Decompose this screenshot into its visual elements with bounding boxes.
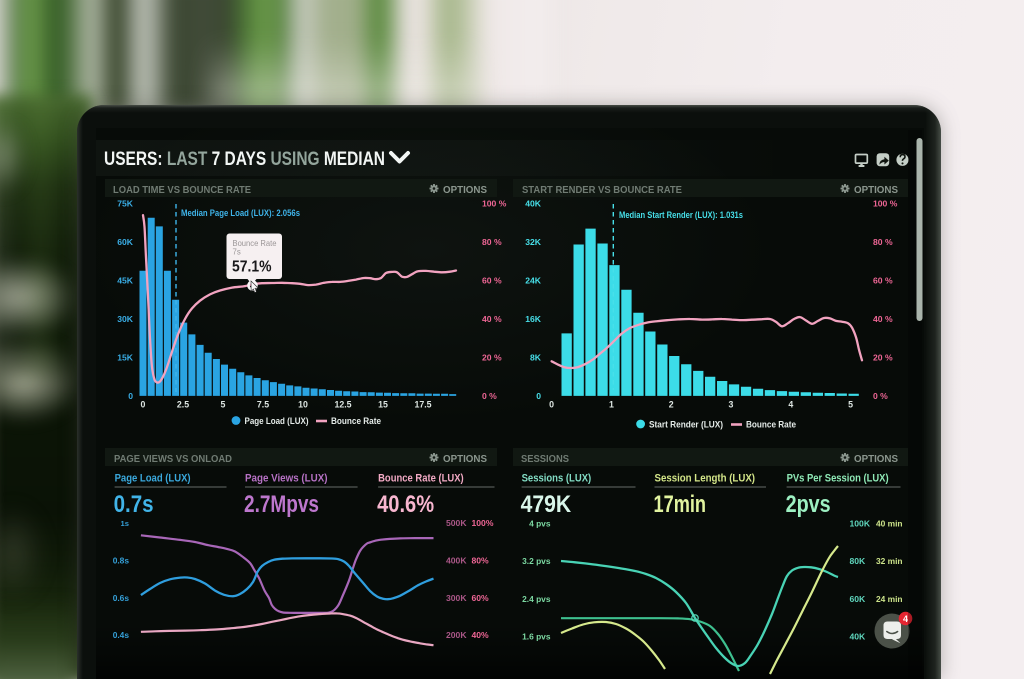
svg-text:Median Start Render (LUX): 1.0: Median Start Render (LUX): 1.031s (619, 210, 743, 220)
svg-text:0: 0 (141, 400, 146, 410)
svg-text:2.4 pvs: 2.4 pvs (522, 594, 551, 604)
svg-text:10: 10 (298, 400, 308, 410)
svg-text:4: 4 (788, 400, 793, 410)
svg-text:1: 1 (609, 400, 614, 410)
svg-text:16K: 16K (525, 314, 542, 324)
svg-text:17.5: 17.5 (414, 400, 431, 410)
svg-text:5: 5 (221, 400, 226, 410)
svg-text:20 %: 20 % (482, 352, 502, 362)
svg-text:3.2 pvs: 3.2 pvs (522, 556, 551, 566)
svg-text:7.5: 7.5 (257, 400, 269, 410)
svg-text:40.6%: 40.6% (377, 491, 434, 518)
svg-text:Bounce Rate: Bounce Rate (746, 419, 796, 430)
svg-text:100K: 100K (850, 518, 871, 528)
svg-text:5: 5 (848, 400, 853, 410)
svg-text:0: 0 (549, 400, 554, 410)
svg-text:40 %: 40 % (873, 314, 893, 324)
svg-text:4 pvs: 4 pvs (529, 518, 551, 528)
svg-text:0.4s: 0.4s (113, 630, 130, 640)
svg-text:Bounce Rate (LUX): Bounce Rate (LUX) (378, 473, 464, 485)
svg-text:80%: 80% (472, 556, 490, 566)
svg-text:100%: 100% (472, 518, 494, 528)
svg-text:PVs Per Session (LUX): PVs Per Session (LUX) (787, 473, 889, 485)
svg-text:0 %: 0 % (873, 391, 888, 401)
svg-text:Session Length (LUX): Session Length (LUX) (655, 473, 756, 485)
svg-text:OPTIONS: OPTIONS (854, 454, 898, 465)
svg-text:60 %: 60 % (482, 276, 502, 286)
svg-text:80K: 80K (850, 556, 867, 566)
svg-text:17min: 17min (654, 491, 707, 518)
svg-text:OPTIONS: OPTIONS (443, 185, 487, 196)
svg-text:30K: 30K (117, 314, 134, 324)
svg-text:60K: 60K (850, 594, 867, 604)
svg-text:Median Page Load (LUX): 2.056s: Median Page Load (LUX): 2.056s (181, 208, 300, 218)
svg-text:400K: 400K (446, 556, 467, 566)
svg-text:Page Views (LUX): Page Views (LUX) (245, 473, 328, 485)
svg-text:100 %: 100 % (873, 199, 898, 209)
svg-text:2: 2 (669, 400, 674, 410)
svg-text:2pvs: 2pvs (786, 491, 831, 518)
svg-text:0 %: 0 % (482, 391, 497, 401)
svg-text:Bounce Rate: Bounce Rate (233, 238, 277, 248)
svg-text:4: 4 (903, 614, 908, 624)
svg-text:479K: 479K (521, 491, 572, 518)
svg-text:60 %: 60 % (873, 276, 893, 286)
svg-text:60K: 60K (117, 237, 134, 247)
svg-text:SESSIONS: SESSIONS (521, 454, 569, 465)
svg-text:300K: 300K (446, 593, 467, 603)
svg-text:0: 0 (536, 391, 541, 401)
svg-text:24K: 24K (525, 276, 542, 286)
svg-text:20 %: 20 % (873, 352, 893, 362)
svg-text:100 %: 100 % (482, 199, 507, 209)
svg-text:40K: 40K (525, 199, 542, 209)
svg-text:Page Load (LUX): Page Load (LUX) (245, 415, 309, 426)
svg-text:2.7Mpvs: 2.7Mpvs (244, 491, 319, 518)
svg-text:1.6 pvs: 1.6 pvs (522, 632, 551, 642)
svg-text:0: 0 (128, 391, 133, 401)
svg-text:200K: 200K (446, 630, 467, 640)
svg-text:60%: 60% (472, 593, 490, 603)
svg-text:8K: 8K (530, 352, 542, 362)
svg-text:15K: 15K (117, 352, 134, 362)
svg-text:OPTIONS: OPTIONS (443, 454, 487, 465)
svg-text:0.7s: 0.7s (114, 491, 154, 518)
svg-text:OPTIONS: OPTIONS (854, 185, 898, 196)
svg-text:500K: 500K (446, 518, 467, 528)
svg-text:USERS: LAST 7 DAYS USING MEDIA: USERS: LAST 7 DAYS USING MEDIAN (104, 149, 385, 170)
svg-text:START RENDER VS BOUNCE RATE: START RENDER VS BOUNCE RATE (522, 185, 682, 196)
svg-text:32 min: 32 min (876, 556, 903, 566)
svg-text:57.1%: 57.1% (232, 259, 272, 276)
svg-text:1s: 1s (121, 519, 129, 528)
svg-text:40%: 40% (472, 630, 490, 640)
svg-text:80 %: 80 % (873, 237, 893, 247)
svg-text:40K: 40K (850, 632, 867, 642)
svg-text:40 min: 40 min (876, 518, 903, 528)
svg-text:LOAD TIME VS BOUNCE RATE: LOAD TIME VS BOUNCE RATE (113, 185, 251, 196)
svg-text:2.5: 2.5 (177, 400, 189, 410)
svg-text:32K: 32K (525, 237, 542, 247)
svg-text:75K: 75K (117, 199, 134, 209)
svg-text:0.8s: 0.8s (113, 556, 130, 566)
svg-text:45K: 45K (117, 276, 134, 286)
svg-text:Page Load (LUX): Page Load (LUX) (115, 473, 191, 485)
svg-text:80 %: 80 % (482, 237, 502, 247)
svg-text:Sessions (LUX): Sessions (LUX) (522, 473, 592, 485)
svg-text:7s: 7s (233, 248, 241, 257)
svg-text:Bounce Rate: Bounce Rate (331, 415, 381, 426)
svg-text:3: 3 (729, 400, 734, 410)
svg-text:0.6s: 0.6s (113, 593, 130, 603)
svg-text:Start Render (LUX): Start Render (LUX) (649, 419, 723, 430)
svg-text:40 %: 40 % (482, 314, 502, 324)
svg-text:15: 15 (378, 400, 388, 410)
svg-text:PAGE VIEWS VS ONLOAD: PAGE VIEWS VS ONLOAD (114, 454, 232, 465)
svg-text:12.5: 12.5 (334, 400, 351, 410)
svg-text:24 min: 24 min (876, 594, 903, 604)
